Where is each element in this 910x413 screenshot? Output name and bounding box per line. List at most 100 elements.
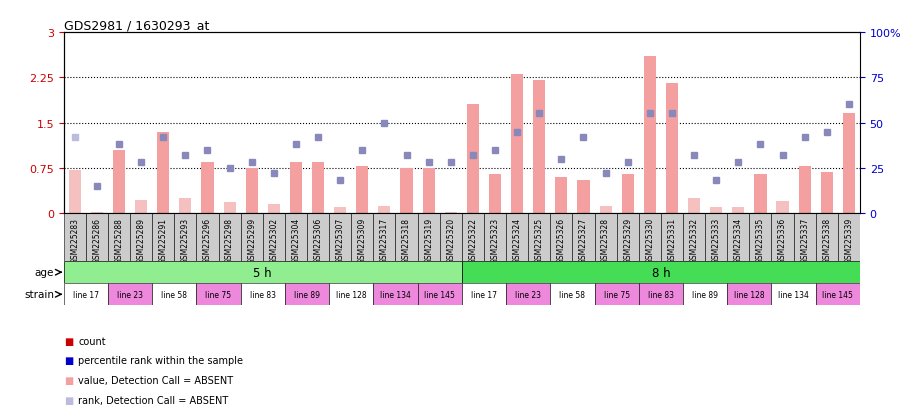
Bar [197,214,218,261]
Bar [113,150,125,214]
Bar [396,214,418,261]
Bar [555,177,568,214]
Bar [108,214,130,261]
Text: GSM225293: GSM225293 [181,217,190,263]
Bar [622,174,633,214]
Text: line 134: line 134 [778,290,809,299]
Text: percentile rank within the sample: percentile rank within the sample [78,356,243,366]
Bar [64,214,86,261]
Bar [617,214,639,261]
Bar [334,207,347,214]
Bar [379,206,390,214]
Bar [661,214,683,261]
Bar [461,261,860,284]
Bar [351,214,373,261]
Text: GSM225298: GSM225298 [225,217,234,263]
Bar [285,214,307,261]
Text: age: age [35,268,55,278]
Text: GSM225286: GSM225286 [93,217,101,263]
Text: 5 h: 5 h [254,266,272,279]
Bar [815,214,838,261]
Bar [710,207,723,214]
Text: GSM225326: GSM225326 [557,217,566,263]
Bar [418,214,440,261]
Bar [64,284,108,306]
Text: GSM225283: GSM225283 [70,217,79,263]
Text: line 17: line 17 [471,290,497,299]
Text: GSM225288: GSM225288 [115,217,124,263]
Text: GSM225296: GSM225296 [203,217,212,263]
Text: GSM225327: GSM225327 [579,217,588,263]
Bar [727,284,772,306]
Bar [551,284,594,306]
Bar [506,284,551,306]
Text: GSM225337: GSM225337 [800,217,809,263]
Bar [445,212,457,214]
Bar [511,75,523,214]
Text: GSM225339: GSM225339 [844,217,854,263]
Bar [329,214,351,261]
Text: ■: ■ [64,356,73,366]
Bar [467,105,479,214]
Bar [843,114,855,214]
Bar [727,214,749,261]
Text: GSM225335: GSM225335 [756,217,765,263]
Text: ■: ■ [64,395,73,405]
Text: GSM225304: GSM225304 [291,217,300,263]
Text: value, Detection Call = ABSENT: value, Detection Call = ABSENT [78,375,233,385]
Text: line 58: line 58 [560,290,585,299]
Bar [489,174,501,214]
Bar [643,57,656,214]
Text: line 89: line 89 [294,290,320,299]
Bar [175,214,197,261]
Text: GSM225306: GSM225306 [314,217,322,263]
Text: 8 h: 8 h [652,266,670,279]
Text: GSM225289: GSM225289 [136,217,146,263]
Bar [157,132,169,214]
Bar [130,214,152,261]
Text: GSM225331: GSM225331 [667,217,676,263]
Text: GSM225299: GSM225299 [248,217,257,263]
Text: GSM225333: GSM225333 [712,217,721,263]
Bar [594,214,617,261]
Text: GSM225325: GSM225325 [535,217,544,263]
Bar [484,214,506,261]
Bar [776,202,789,214]
Bar [240,284,285,306]
Text: GSM225330: GSM225330 [645,217,654,263]
Bar [290,162,302,214]
Text: GSM225334: GSM225334 [733,217,743,263]
Text: GSM225318: GSM225318 [402,217,411,263]
Text: line 83: line 83 [648,290,674,299]
Text: line 75: line 75 [206,290,231,299]
Bar [240,214,263,261]
Bar [422,169,435,214]
Bar [179,198,191,214]
Bar [218,214,240,261]
Text: GSM225291: GSM225291 [158,217,167,263]
Bar [418,284,461,306]
Bar [400,169,412,214]
Text: GSM225307: GSM225307 [336,217,345,263]
Bar [356,166,369,214]
Text: GDS2981 / 1630293_at: GDS2981 / 1630293_at [64,19,209,32]
Text: GSM225320: GSM225320 [446,217,455,263]
Bar [506,214,528,261]
Bar [461,284,506,306]
Bar [108,284,152,306]
Text: GSM225329: GSM225329 [623,217,632,263]
Bar [68,170,81,214]
Text: GSM225323: GSM225323 [490,217,500,263]
Text: line 17: line 17 [73,290,99,299]
Text: line 23: line 23 [117,290,143,299]
Bar [86,214,108,261]
Bar [799,166,811,214]
Text: line 89: line 89 [693,290,718,299]
Bar [373,214,396,261]
Bar [705,214,727,261]
Text: line 58: line 58 [161,290,187,299]
Bar [440,214,461,261]
Text: line 83: line 83 [249,290,276,299]
Bar [246,169,258,214]
Text: GSM225322: GSM225322 [469,217,478,263]
